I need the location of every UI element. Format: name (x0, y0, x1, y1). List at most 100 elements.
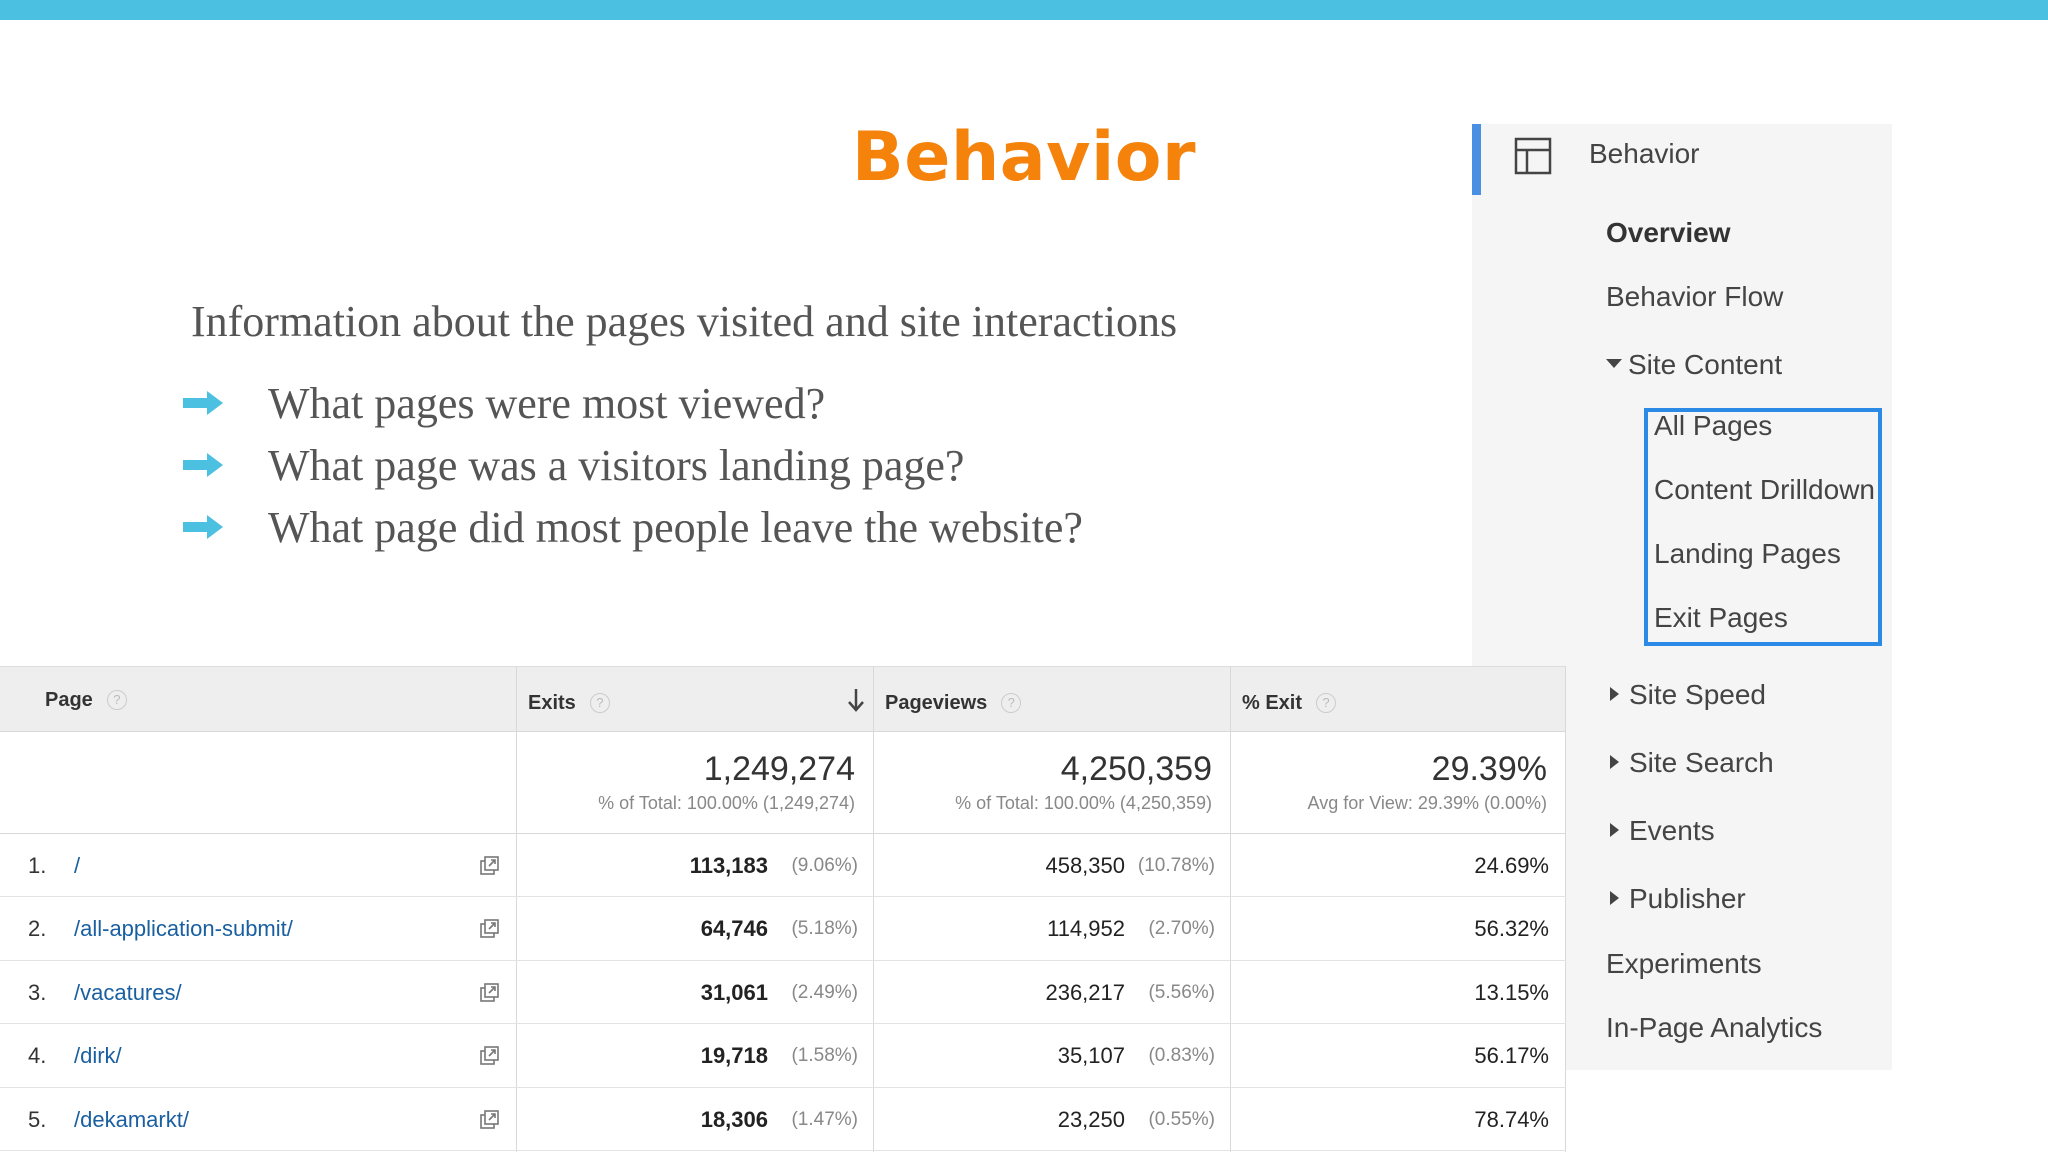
pageviews-percent: (10.78%) (1137, 854, 1215, 876)
sidebar-item-landing-pages[interactable]: Landing Pages (1654, 538, 1841, 569)
row-number: 4. (28, 1043, 47, 1068)
behavior-sidebar: Behavior Overview Behavior Flow Site Con… (1472, 124, 1892, 1070)
exits-percent: (1.58%) (791, 1045, 858, 1066)
sidebar-header-behavior[interactable]: Behavior (1589, 138, 1700, 169)
arrow-right-icon (183, 515, 223, 539)
caret-right-icon (1610, 686, 1619, 701)
bullet-item: What page did most people leave the webs… (183, 496, 1083, 558)
table-row: 2. /all-application-submit/64,746 (5.18%) 1… (0, 898, 1566, 961)
open-page-icon[interactable] (478, 1088, 502, 1151)
open-page-icon[interactable] (478, 898, 502, 961)
totals-exits: 1,249,274 % of Total: 100.00% (1,249,274… (517, 732, 873, 834)
page-link[interactable]: /dirk/ (74, 1043, 122, 1068)
sidebar-item-label: Site Search (1629, 747, 1774, 778)
help-icon[interactable]: ? (589, 693, 610, 713)
sidebar-item-label: Events (1629, 815, 1715, 846)
page-link[interactable]: /dekamarkt/ (74, 1106, 189, 1132)
page-link[interactable]: /all-application-submit/ (74, 916, 293, 941)
sidebar-item-all-pages[interactable]: All Pages (1654, 410, 1773, 441)
column-header-pageviews[interactable]: Pageviews ? (885, 670, 1022, 736)
column-divider (516, 666, 517, 1152)
open-page-icon[interactable] (478, 1025, 502, 1088)
help-icon[interactable]: ? (1316, 693, 1337, 713)
pageviews-value: 23,250 (1057, 1106, 1125, 1132)
slide-title: Behavior (851, 118, 1197, 197)
bullet-item: What page was a visitors landing page? (183, 434, 1083, 496)
help-icon[interactable]: ? (1001, 693, 1022, 713)
table-row: 3. /vacatures/31,061 (2.49%) 236,217 (5.56%)… (0, 961, 1566, 1024)
exits-value: 113,183 (689, 852, 768, 878)
open-page-icon[interactable] (478, 834, 502, 897)
totals-subtext: Avg for View: 29.39% (0.00%) (1307, 793, 1547, 813)
column-header-label: Pageviews (885, 691, 988, 714)
sidebar-item-in-page-analytics[interactable]: In-Page Analytics (1606, 1012, 1823, 1043)
caret-right-icon (1610, 822, 1619, 837)
bullet-item: What pages were most viewed? (183, 372, 1083, 434)
table-row: 5. /dekamarkt/18,306 (1.47%) 23,250 (0.55%) 7… (0, 1088, 1566, 1151)
sidebar-item-label: Publisher (1629, 883, 1746, 914)
caret-down-icon (1606, 359, 1622, 369)
totals-value: 29.39% (1431, 750, 1547, 788)
totals-value: 1,249,274 (703, 750, 855, 788)
totals-value: 4,250,359 (1060, 750, 1212, 788)
row-number: 3. (28, 979, 47, 1005)
column-divider (1565, 666, 1566, 1152)
sidebar-item-exit-pages[interactable]: Exit Pages (1654, 602, 1788, 633)
exits-percent: (5.18%) (791, 918, 858, 939)
page-link[interactable]: /vacatures/ (74, 979, 182, 1005)
sidebar-item-experiments[interactable]: Experiments (1606, 948, 1762, 979)
layout-icon (1514, 137, 1552, 175)
sidebar-item-site-speed[interactable]: Site Speed (1606, 679, 1766, 711)
arrow-right-icon (183, 391, 223, 415)
sort-descending-icon[interactable] (846, 687, 866, 713)
pct-exit-value: 56.17% (1474, 1043, 1549, 1068)
pct-exit-value: 24.69% (1474, 852, 1549, 878)
column-header-exits[interactable]: Exits ? (528, 670, 610, 736)
column-header-page[interactable]: Page ? (45, 667, 127, 733)
arrow-right-icon (183, 453, 223, 477)
bullet-list: What pages were most viewed? What page w… (183, 372, 1083, 558)
column-header-label: Exits (528, 691, 576, 714)
column-header-pct-exit[interactable]: % Exit ? (1242, 670, 1337, 736)
page-link[interactable]: / (74, 852, 81, 878)
exits-value: 64,746 (700, 916, 768, 941)
exits-value: 31,061 (700, 979, 768, 1005)
caret-right-icon (1610, 890, 1619, 905)
sidebar-item-site-search[interactable]: Site Search (1606, 747, 1774, 779)
sidebar-panel (1472, 124, 1892, 668)
exits-value: 18,306 (700, 1106, 768, 1132)
column-divider (873, 666, 874, 1152)
sidebar-item-events[interactable]: Events (1606, 815, 1715, 847)
row-number: 1. (28, 852, 47, 878)
help-icon[interactable]: ? (106, 690, 127, 710)
top-accent-bar (0, 0, 2048, 20)
totals-subtext: % of Total: 100.00% (4,250,359) (955, 793, 1212, 813)
table-row: 1. / 113,183 (9.06%) 458,350 (10.78%) 24.69% (0, 834, 1566, 897)
sidebar-active-indicator (1472, 124, 1481, 195)
pageviews-value: 458,350 (1045, 852, 1125, 878)
intro-text: Information about the pages visited and … (191, 297, 1178, 346)
open-page-icon[interactable] (478, 961, 502, 1024)
bullet-text: What pages were most viewed? (268, 378, 826, 428)
table-row: 4. /dirk/19,718 (1.58%) 35,107 (0.83%) 56.17% (0, 1025, 1566, 1088)
sidebar-item-site-content[interactable]: Site Content (1606, 349, 1782, 381)
sidebar-item-overview[interactable]: Overview (1606, 217, 1731, 248)
bullet-text: What page was a visitors landing page? (268, 440, 965, 490)
totals-pageviews: 4,250,359 % of Total: 100.00% (4,250,359… (874, 732, 1230, 834)
row-number: 2. (28, 916, 47, 941)
sidebar-item-label: Site Speed (1629, 679, 1766, 710)
sidebar-item-publisher[interactable]: Publisher (1606, 883, 1746, 915)
totals-row: 1,249,274 % of Total: 100.00% (1,249,274… (0, 732, 1566, 834)
column-header-label: % Exit (1242, 691, 1303, 714)
exits-percent: (2.49%) (791, 981, 858, 1003)
sidebar-item-behavior-flow[interactable]: Behavior Flow (1606, 281, 1784, 312)
pageviews-value: 114,952 (1047, 916, 1125, 941)
sidebar-item-label: Site Content (1628, 349, 1783, 380)
sidebar-item-content-drilldown[interactable]: Content Drilldown (1654, 474, 1875, 505)
exits-value: 19,718 (700, 1043, 768, 1068)
table-header: Page ? Exits ? Pageviews ? % Exit ? (0, 666, 1566, 732)
column-header-label: Page (45, 688, 93, 711)
pageviews-value: 35,107 (1057, 1043, 1125, 1068)
totals-subtext: % of Total: 100.00% (1,249,274) (598, 793, 855, 813)
pageviews-value: 236,217 (1045, 979, 1125, 1005)
